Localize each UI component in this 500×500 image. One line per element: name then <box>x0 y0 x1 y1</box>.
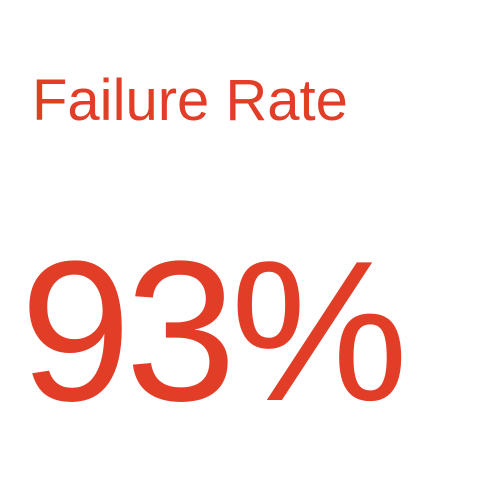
stat-value: 93% <box>20 220 408 443</box>
stat-label: Failure Rate <box>32 68 348 133</box>
